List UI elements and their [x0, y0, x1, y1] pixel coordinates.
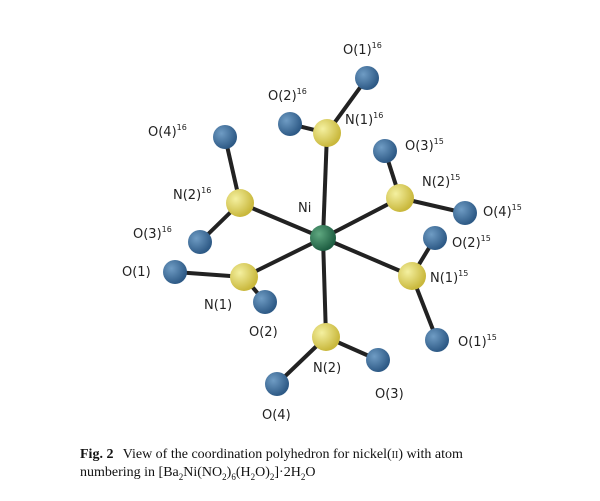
bond: [243, 236, 324, 279]
bond: [322, 196, 401, 240]
atom-name: O(2): [268, 89, 297, 104]
atom-name: N(1): [430, 271, 458, 286]
atom-name: O(3): [405, 139, 434, 154]
atom-label: N(2): [313, 361, 341, 376]
caption-text: 2: [301, 472, 306, 482]
atom-label: N(1)15: [430, 269, 468, 286]
caption-text: numbering in [Ba: [80, 465, 180, 480]
atom-label: O(3): [375, 387, 404, 402]
nitrogen-atom: [386, 184, 414, 212]
atom-label: O(1)16: [343, 41, 382, 58]
atom-label: O(2)16: [268, 87, 307, 104]
caption-text: ) with atom: [398, 447, 463, 462]
bond: [321, 132, 329, 239]
caption-text: O): [255, 465, 270, 480]
atom-superscript: 15: [434, 137, 444, 146]
atom-name: N(1): [204, 298, 232, 313]
oxygen-atom: [265, 372, 289, 396]
caption-text: II: [392, 450, 399, 461]
atom-label: O(3)16: [133, 225, 172, 242]
oxygen-atom: [355, 66, 379, 90]
nickel-atom: [310, 225, 336, 251]
atom-superscript: 15: [481, 234, 491, 243]
atom-name: O(2): [249, 325, 278, 340]
oxygen-atom: [163, 260, 187, 284]
oxygen-atom: [425, 328, 449, 352]
atom-label: O(3)15: [405, 137, 444, 154]
atom-superscript: 16: [162, 225, 172, 234]
atom-name: O(1): [343, 43, 372, 58]
atom-label: O(4): [262, 408, 291, 423]
caption-text: View of the coordination polyhedron for …: [123, 447, 392, 462]
caption-text: 2: [270, 472, 275, 482]
atom-name: O(4): [262, 408, 291, 423]
oxygen-atom: [366, 348, 390, 372]
atom-name: O(2): [452, 236, 481, 251]
nitrogen-atom: [312, 323, 340, 351]
oxygen-atom: [453, 201, 477, 225]
atom-superscript: 16: [373, 111, 383, 120]
caption-text: ]·2H: [274, 465, 300, 480]
nitrogen-atom: [313, 119, 341, 147]
atom-name: N(2): [173, 188, 201, 203]
caption-text: 2: [179, 472, 184, 482]
caption-text: Ni(NO: [183, 465, 222, 480]
atom-superscript: 15: [458, 269, 468, 278]
atom-superscript: 15: [512, 203, 522, 212]
atom-label: O(4)16: [148, 123, 187, 140]
atom-superscript: 16: [201, 186, 211, 195]
nitrogen-atom: [230, 263, 258, 291]
bond: [321, 237, 328, 338]
atom-label: O(4)15: [483, 203, 522, 220]
atom-name: Ni: [298, 201, 311, 216]
bond: [239, 201, 324, 240]
atom-name: O(4): [148, 125, 177, 140]
oxygen-atom: [423, 226, 447, 250]
oxygen-atom: [188, 230, 212, 254]
atom-name: N(1): [345, 113, 373, 128]
atom-label: Ni: [298, 201, 311, 216]
atom-label: O(1)15: [458, 333, 497, 350]
caption-line-1: Fig. 2 View of the coordination polyhedr…: [80, 447, 463, 462]
nitrogen-atom: [226, 189, 254, 217]
oxygen-atom: [373, 139, 397, 163]
oxygen-atom: [278, 112, 302, 136]
atom-label: N(2)15: [422, 173, 460, 190]
caption-label: Fig. 2: [80, 447, 113, 462]
caption-text: 2: [251, 472, 256, 482]
oxygen-atom: [253, 290, 277, 314]
atom-label: N(1): [204, 298, 232, 313]
caption-text: 2: [222, 472, 227, 482]
atom-name: O(3): [375, 387, 404, 402]
atom-label: N(2)16: [173, 186, 211, 203]
atom-superscript: 15: [487, 333, 497, 342]
atom-superscript: 16: [297, 87, 307, 96]
atom-name: O(1): [458, 335, 487, 350]
atom-name: O(1): [122, 265, 151, 280]
atom-label: N(1)16: [345, 111, 383, 128]
atom-label: O(2)15: [452, 234, 491, 251]
atom-label: O(2): [249, 325, 278, 340]
atom-label: O(1): [122, 265, 151, 280]
atom-superscript: 16: [372, 41, 382, 50]
oxygen-atom: [213, 125, 237, 149]
atom-name: O(3): [133, 227, 162, 242]
atom-name: O(4): [483, 205, 512, 220]
caption-text: 6: [231, 472, 236, 482]
atom-superscript: 16: [177, 123, 187, 132]
caption-line-2: numbering in [Ba2Ni(NO2)6(H2O)2]·2H2O: [80, 465, 315, 482]
caption-text: ): [227, 465, 232, 480]
atom-name: N(2): [422, 175, 450, 190]
atom-superscript: 15: [450, 173, 460, 182]
bond: [322, 236, 413, 278]
caption-text: (H: [236, 465, 251, 480]
atom-name: N(2): [313, 361, 341, 376]
caption-text: O: [305, 465, 315, 480]
nitrogen-atom: [398, 262, 426, 290]
